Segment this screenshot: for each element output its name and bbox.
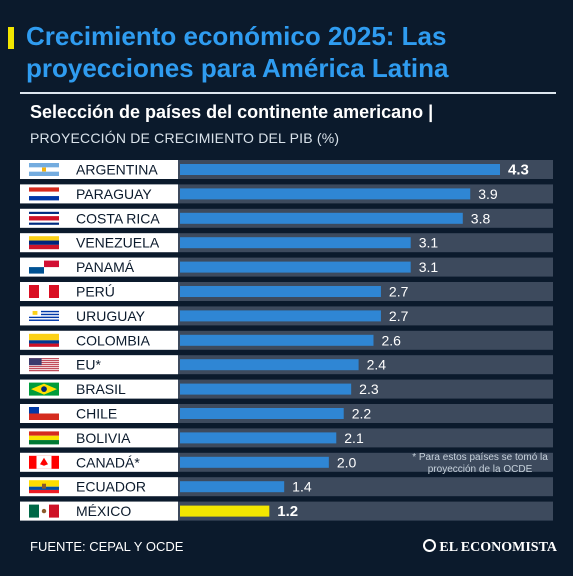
bar — [180, 164, 500, 175]
row-label-box — [20, 306, 178, 326]
value-label: 2.7 — [389, 284, 409, 300]
country-label: BOLIVIA — [76, 430, 131, 446]
title-accent-mark — [8, 27, 14, 49]
brand-name: EL ECONOMISTA — [439, 540, 557, 555]
country-label: ECUADOR — [76, 479, 146, 495]
value-label: 4.3 — [508, 162, 529, 179]
row-label-box — [20, 404, 178, 423]
source-label: FUENTE: CEPAL Y OCDE — [30, 539, 184, 554]
value-label: 2.2 — [352, 406, 372, 422]
value-label: 2.4 — [367, 357, 387, 373]
country-label: MÉXICO — [76, 503, 131, 519]
value-label: 2.7 — [389, 308, 409, 324]
row-label-box — [20, 452, 178, 472]
bar — [180, 237, 411, 249]
chart-title: Crecimiento económico 2025: Las proyecci… — [26, 21, 449, 83]
row-label-box — [20, 379, 178, 399]
country-label: CANADÁ* — [76, 454, 140, 470]
country-label: PARAGUAY — [76, 186, 152, 202]
country-label: CHILE — [76, 406, 117, 422]
row-label-box — [20, 257, 178, 277]
country-label: EU* — [76, 357, 101, 373]
value-label: 3.1 — [419, 259, 439, 275]
country-label: COSTA RICA — [76, 210, 160, 226]
value-label: 2.6 — [381, 332, 401, 348]
row-label-box — [20, 428, 178, 448]
country-label: ARGENTINA — [76, 162, 158, 178]
row-label-box — [20, 233, 178, 253]
value-label: 3.1 — [419, 235, 439, 251]
value-label: 2.1 — [344, 430, 364, 446]
row-label-box — [20, 330, 178, 350]
value-label: 2.3 — [359, 381, 379, 397]
bar — [180, 408, 344, 419]
country-label: VENEZUELA — [76, 235, 160, 251]
brand-circle-icon — [423, 539, 437, 552]
country-label: COLOMBIA — [76, 332, 151, 348]
row-label-box — [20, 160, 178, 179]
chart-subtitle: Selección de países del continente ameri… — [30, 102, 434, 122]
row-label-box — [20, 355, 178, 375]
value-label: 2.0 — [337, 454, 357, 470]
bar — [180, 383, 352, 395]
bar — [180, 359, 359, 371]
country-label: URUGUAY — [76, 308, 146, 324]
bar — [180, 212, 463, 224]
row-label-box — [20, 477, 178, 497]
row-label-box — [20, 501, 178, 521]
bar — [180, 286, 381, 297]
value-label: 3.9 — [478, 186, 498, 202]
row-label-box — [20, 184, 178, 204]
bar — [180, 334, 374, 346]
country-label: PERÚ — [76, 284, 115, 300]
value-label: 1.2 — [277, 503, 298, 520]
ocde-footnote: * Para estos países se tomó la proyecció… — [412, 452, 548, 475]
bar — [180, 456, 329, 468]
row-label-box — [20, 282, 178, 301]
value-label: 1.4 — [292, 479, 312, 495]
country-label: BRASIL — [76, 381, 126, 397]
chart-measure-label: PROYECCIÓN DE CRECIMIENTO DEL PIB (%) — [30, 130, 340, 146]
title-divider — [20, 92, 556, 94]
bar — [180, 481, 285, 493]
bar — [180, 188, 471, 200]
row-label-box — [20, 208, 178, 228]
bar — [180, 432, 337, 444]
bar — [180, 505, 270, 517]
bar — [180, 310, 381, 322]
brand-logo: EL ECONOMISTA — [423, 539, 557, 556]
country-label: PANAMÁ — [76, 259, 135, 275]
value-label: 3.8 — [471, 210, 491, 226]
bar — [180, 261, 411, 273]
